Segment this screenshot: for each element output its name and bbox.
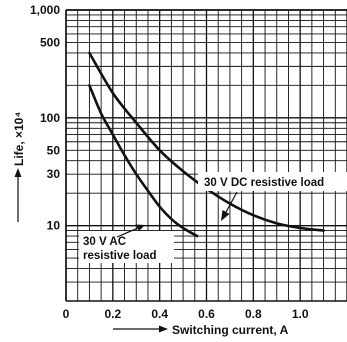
x-tick-label: 0.4	[151, 307, 168, 321]
y-tick-label: 1,000	[30, 3, 60, 17]
grid	[65, 9, 347, 302]
dc-annotation: 30 V DC resistive load	[198, 172, 347, 221]
dc-annotation-label: 30 V DC resistive load	[204, 177, 324, 189]
y-tick-label: 50	[47, 143, 61, 157]
ac-annotation-line1: 30 V AC	[83, 236, 126, 248]
ac-annotation: 30 V AC resistive load	[79, 224, 174, 263]
y-axis-label: Life, ×10⁴	[12, 112, 26, 166]
y-axis-ticks: 10 30 50 100 500 1,000	[30, 3, 60, 233]
y-tick-label: 30	[47, 167, 61, 181]
y-tick-label: 100	[40, 111, 60, 125]
y-tick-label: 10	[47, 219, 61, 233]
x-tick-label: 0.8	[245, 307, 262, 321]
x-axis-label: Switching current, A	[172, 323, 289, 337]
y-axis-title: Life, ×10⁴	[12, 112, 26, 222]
x-axis-title: Switching current, A	[113, 323, 289, 337]
x-tick-label: 0.6	[198, 307, 215, 321]
y-tick-label: 500	[40, 35, 60, 49]
ac-annotation-line2: resistive load	[83, 250, 157, 262]
x-tick-label: 0.2	[104, 307, 121, 321]
ac-series-line	[88, 84, 199, 238]
x-tick-label: 1.0	[292, 307, 309, 321]
x-axis-ticks: 0 0.2 0.4 0.6 0.8 1.0	[63, 307, 309, 321]
x-tick-label: 0	[63, 307, 70, 321]
